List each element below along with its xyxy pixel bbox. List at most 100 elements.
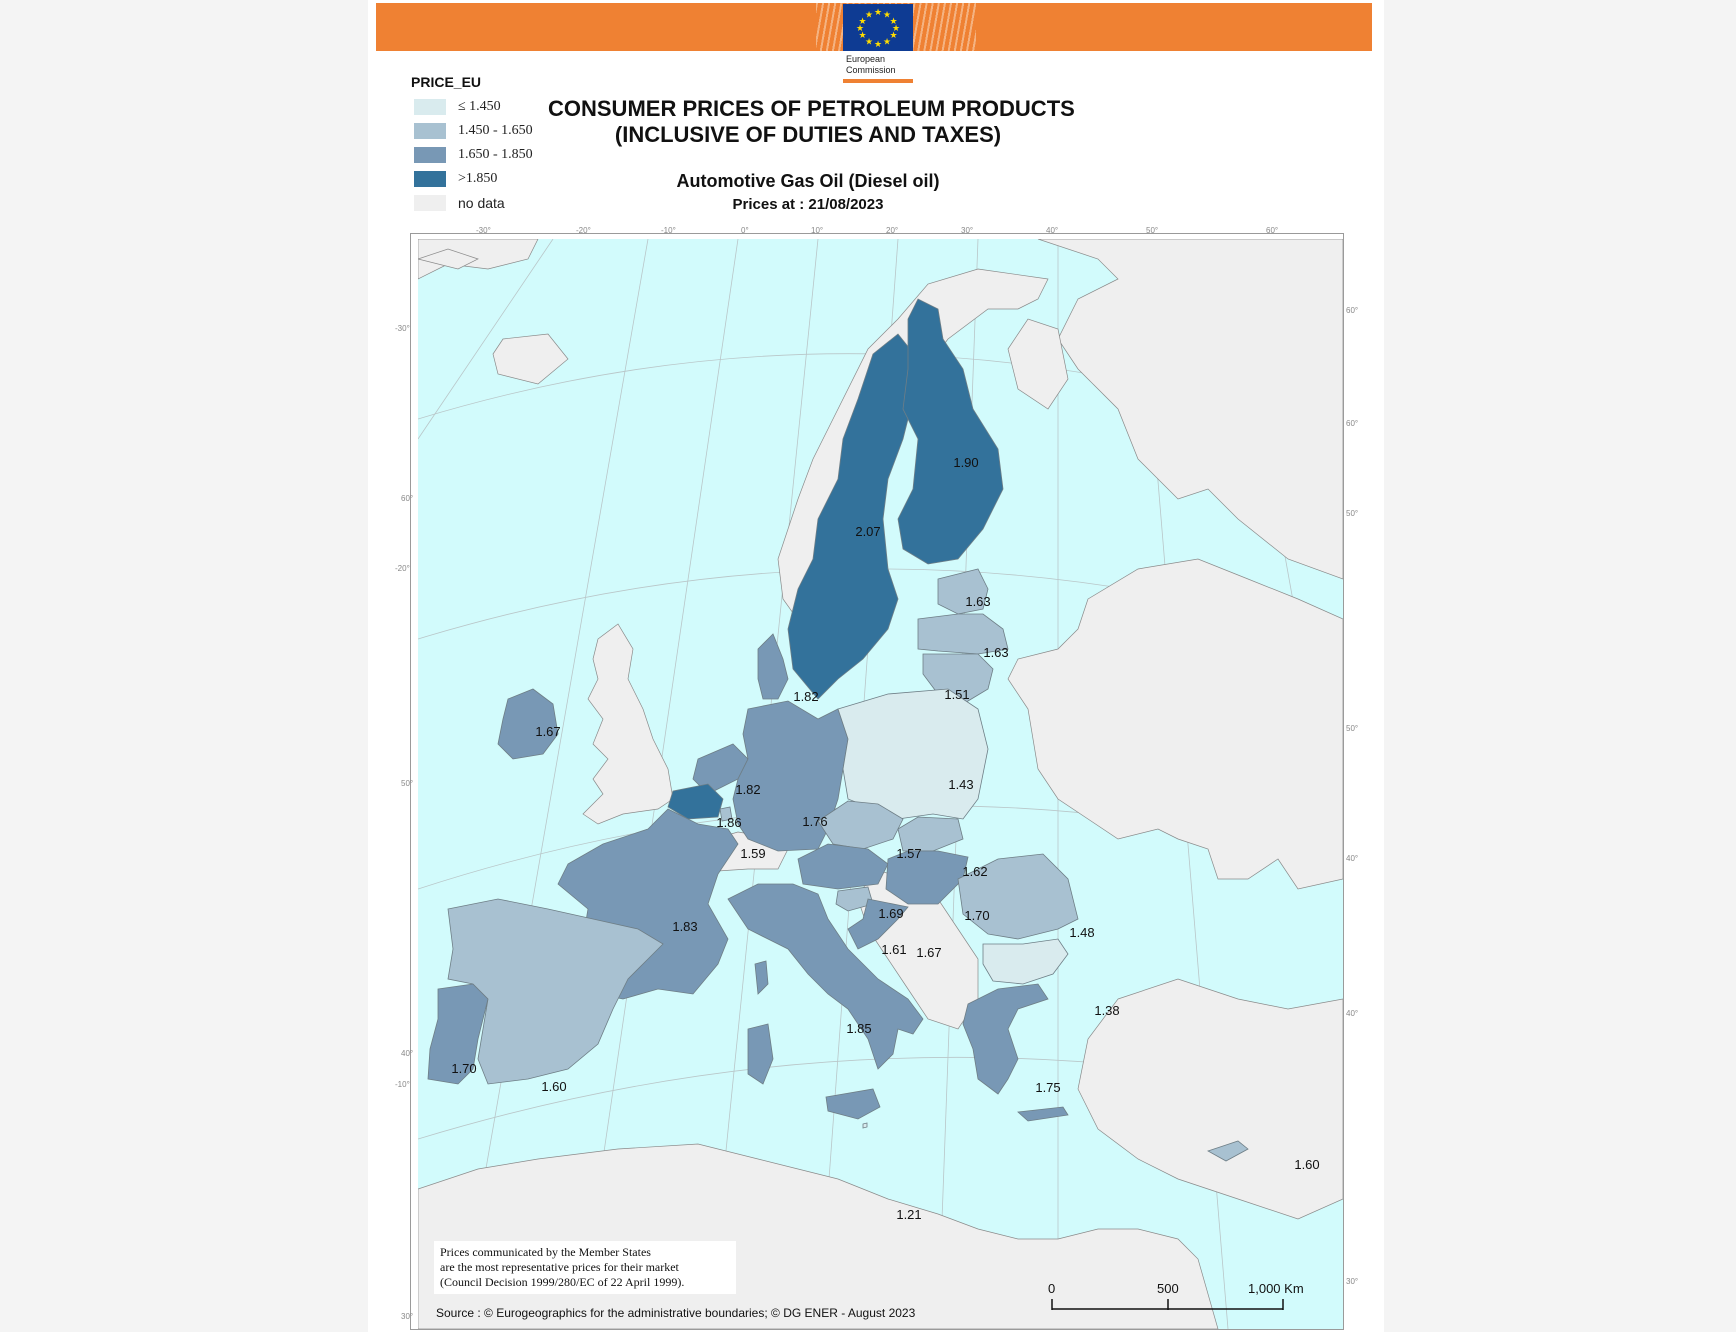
country-greece bbox=[962, 983, 1049, 1095]
scale-label: 500 bbox=[1157, 1281, 1179, 1296]
graticule-label: 40° bbox=[1046, 226, 1059, 235]
map-page: ★ ★ ★ ★ ★ ★ ★ ★ ★ ★ ★ ★ European Commission PRIC… bbox=[368, 0, 1384, 1332]
country-italy bbox=[727, 883, 924, 1070]
map-subtitle: Automotive Gas Oil (Diesel oil) bbox=[676, 171, 940, 191]
country-latvia bbox=[917, 613, 1009, 655]
graticule-label: -30° bbox=[476, 226, 491, 235]
country-malta bbox=[862, 1122, 868, 1129]
graticule-label: 40° bbox=[401, 1049, 414, 1058]
country-croatia bbox=[847, 898, 909, 950]
commission-label-line1: European bbox=[846, 54, 886, 64]
country-spain bbox=[447, 898, 664, 1085]
price-sweden: 2.07 bbox=[855, 524, 880, 539]
price-lithuania: 1.51 bbox=[944, 687, 969, 702]
price-italy: 1.85 bbox=[846, 1021, 871, 1036]
graticule-label: 50° bbox=[1146, 226, 1159, 235]
data-note-line2: are the most representative prices for t… bbox=[440, 1260, 679, 1274]
legend-swatch bbox=[414, 123, 446, 139]
graticule-label: 50° bbox=[1346, 724, 1359, 733]
scale-label: 1,000 Km bbox=[1248, 1281, 1304, 1296]
price-estonia: 1.63 bbox=[965, 594, 990, 609]
graticule-label: -30° bbox=[395, 324, 410, 333]
graticule-label: 60° bbox=[1346, 419, 1359, 428]
graticule-label: 30° bbox=[961, 226, 974, 235]
svg-text:★: ★ bbox=[856, 24, 864, 34]
country-romania bbox=[957, 853, 1079, 940]
price-austria: 1.69 bbox=[878, 906, 903, 921]
svg-text:★: ★ bbox=[858, 17, 866, 27]
price-labels: 2.07 1.90 1.63 1.63 1.51 1.82 1.67 1.82 … bbox=[451, 455, 1319, 1222]
legend-label: ≤ 1.450 bbox=[458, 99, 501, 114]
price-denmark: 1.82 bbox=[793, 689, 818, 704]
scale-bar-line bbox=[1051, 1299, 1284, 1310]
data-note-line3: (Council Decision 1999/280/EC of 22 Apri… bbox=[440, 1275, 685, 1289]
country-bulgaria bbox=[982, 938, 1069, 985]
svg-text:★: ★ bbox=[883, 38, 891, 48]
price-date: Prices at : 21/08/2023 bbox=[732, 196, 884, 213]
country-denmark bbox=[757, 633, 789, 700]
price-slovakia: 1.62 bbox=[962, 864, 987, 879]
data-note-line1: Prices communicated by the Member States bbox=[440, 1245, 651, 1259]
scale-label: 0 bbox=[1048, 1281, 1056, 1296]
graticule-label: 30° bbox=[1346, 1277, 1359, 1286]
country-greece-crete bbox=[1017, 1106, 1069, 1122]
country-slovenia bbox=[835, 886, 874, 912]
commission-label: European Commission bbox=[846, 54, 926, 76]
graticule-label: -10° bbox=[395, 1080, 410, 1089]
country-ireland bbox=[497, 688, 559, 760]
price-luxembourg: 1.59 bbox=[740, 846, 765, 861]
country-belgium bbox=[667, 783, 724, 820]
legend-label: >1.850 bbox=[458, 171, 498, 186]
svg-text:★: ★ bbox=[858, 31, 866, 41]
price-romania: 1.48 bbox=[1069, 925, 1094, 940]
svg-text:★: ★ bbox=[883, 11, 891, 21]
legend-label: 1.450 - 1.650 bbox=[458, 123, 533, 138]
graticule-label: 60° bbox=[1346, 306, 1359, 315]
source-credit: Source : © Eurogeographics for the admin… bbox=[436, 1306, 916, 1320]
graticule-label: 60° bbox=[1266, 226, 1279, 235]
price-czechia: 1.57 bbox=[896, 846, 921, 861]
graticule-label: 40° bbox=[1346, 854, 1359, 863]
country-slovakia bbox=[897, 816, 964, 852]
graticule-label: 10° bbox=[811, 226, 824, 235]
map-title: CONSUMER PRICES OF PETROLEUM PRODUCTS (I… bbox=[548, 96, 1075, 148]
legend-title: PRICE_EU bbox=[411, 74, 482, 90]
svg-text:★: ★ bbox=[874, 40, 882, 50]
price-hungary: 1.70 bbox=[964, 908, 989, 923]
country-france-corsica bbox=[754, 960, 769, 995]
graticule-label: 50° bbox=[401, 779, 414, 788]
legend-label: 1.650 - 1.850 bbox=[458, 147, 533, 162]
legend-item: ≤ 1.450 bbox=[411, 97, 611, 121]
graticule-label: 30° bbox=[401, 1312, 414, 1321]
price-bulgaria: 1.38 bbox=[1094, 1003, 1119, 1018]
graticule-label: 20° bbox=[886, 226, 899, 235]
graticule-label: -20° bbox=[576, 226, 591, 235]
price-malta: 1.21 bbox=[896, 1207, 921, 1222]
price-ireland: 1.67 bbox=[535, 724, 560, 739]
country-poland bbox=[837, 688, 989, 820]
price-latvia: 1.63 bbox=[983, 645, 1008, 660]
legend-swatch bbox=[414, 147, 446, 163]
svg-text:★: ★ bbox=[874, 8, 882, 18]
price-germany: 1.76 bbox=[802, 814, 827, 829]
country-luxembourg bbox=[719, 806, 733, 822]
price-cyprus: 1.60 bbox=[1294, 1157, 1319, 1172]
country-cyprus bbox=[1207, 1140, 1249, 1162]
commission-underline bbox=[843, 79, 913, 83]
graticule-label: 60° bbox=[401, 494, 414, 503]
country-austria bbox=[797, 843, 889, 890]
legend-swatch bbox=[414, 195, 446, 211]
svg-text:★: ★ bbox=[889, 17, 897, 27]
country-italy-sicily bbox=[825, 1088, 881, 1120]
europe-map: 2.07 1.90 1.63 1.63 1.51 1.82 1.67 1.82 … bbox=[418, 239, 1343, 1329]
legend-swatch bbox=[414, 171, 446, 187]
price-slovenia: 1.61 bbox=[881, 942, 906, 957]
price-france: 1.83 bbox=[672, 919, 697, 934]
scale-bar: 0 500 1,000 Km bbox=[1048, 1281, 1304, 1317]
price-finland: 1.90 bbox=[953, 455, 978, 470]
graticule-label: -10° bbox=[661, 226, 676, 235]
country-finland bbox=[897, 298, 1004, 565]
graticule-label: 40° bbox=[1346, 1009, 1359, 1018]
svg-text:★: ★ bbox=[889, 31, 897, 41]
legend-item: 1.650 - 1.850 bbox=[411, 145, 611, 169]
